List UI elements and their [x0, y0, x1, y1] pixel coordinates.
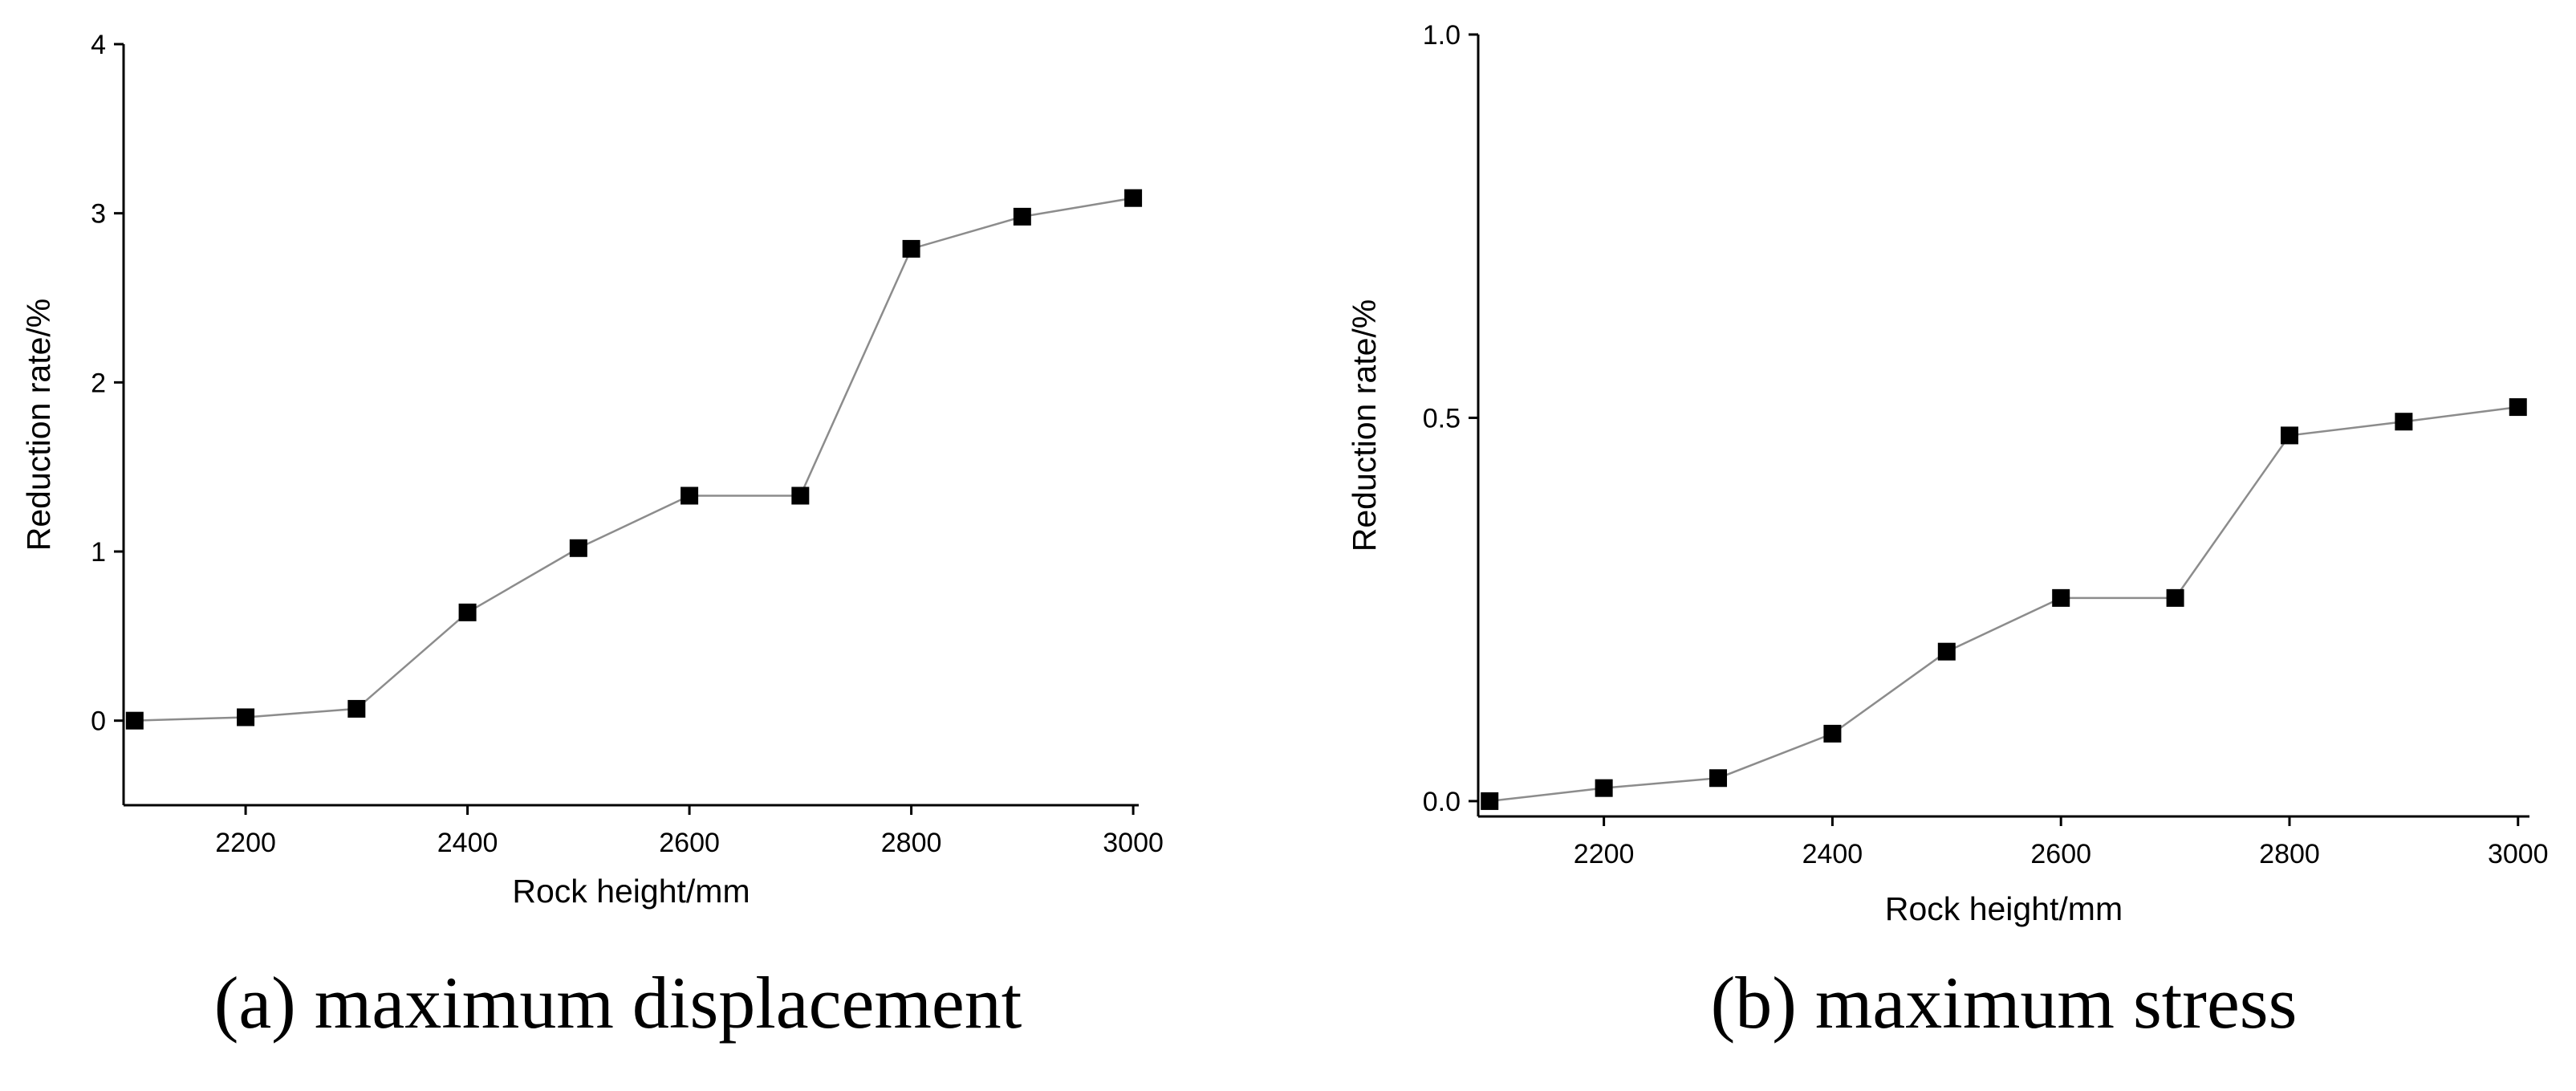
- marker: [902, 239, 920, 258]
- marker: [1013, 207, 1031, 226]
- caption: (b) maximum stress: [1711, 962, 2298, 1044]
- y-tick-label: 0.0: [1423, 787, 1461, 817]
- series-line: [1489, 405, 2518, 803]
- marker: [681, 486, 699, 505]
- marker: [237, 708, 255, 727]
- marker: [1124, 189, 1143, 207]
- series-line: [134, 197, 1134, 722]
- marker: [2395, 413, 2413, 431]
- y-tick-label: 3: [91, 199, 106, 230]
- marker: [1937, 642, 1956, 661]
- y-tick-label: 0.5: [1423, 403, 1461, 434]
- x-tick-label: 2600: [659, 828, 720, 858]
- marker: [125, 711, 144, 730]
- x-tick-label: 2200: [1574, 839, 1635, 869]
- marker: [2509, 398, 2527, 417]
- y-tick-label: 1.0: [1423, 20, 1461, 51]
- x-tick-label: 2800: [2259, 839, 2320, 869]
- x-tick-label: 3000: [2488, 839, 2549, 869]
- marker: [458, 603, 477, 621]
- y-tick-label: 0: [91, 706, 106, 737]
- marker: [2280, 426, 2298, 445]
- x-tick-label: 2200: [215, 828, 276, 858]
- x-tick-label: 2400: [437, 828, 498, 858]
- marker: [2166, 588, 2184, 607]
- marker: [1481, 792, 1499, 810]
- x-axis-title: Rock height/mm: [512, 873, 750, 910]
- marker: [791, 486, 810, 505]
- marker: [1595, 779, 1613, 797]
- marker: [1823, 724, 1842, 743]
- x-tick-label: 3000: [1103, 828, 1164, 858]
- marker: [2052, 588, 2070, 607]
- y-axis-title: Reduction rate/%: [1346, 299, 1383, 552]
- y-tick-label: 4: [91, 30, 106, 60]
- y-tick-label: 1: [91, 537, 106, 568]
- x-axis-title: Rock height/mm: [1885, 890, 2123, 927]
- x-tick-label: 2800: [881, 828, 942, 858]
- x-tick-label: 2600: [2030, 839, 2091, 869]
- y-axis-title: Reduction rate/%: [20, 299, 57, 552]
- marker: [569, 539, 587, 557]
- marker: [347, 699, 366, 718]
- y-tick-label: 2: [91, 368, 106, 398]
- caption: (a) maximum displacement: [214, 962, 1022, 1044]
- x-tick-label: 2400: [1802, 839, 1863, 869]
- marker: [1709, 769, 1728, 788]
